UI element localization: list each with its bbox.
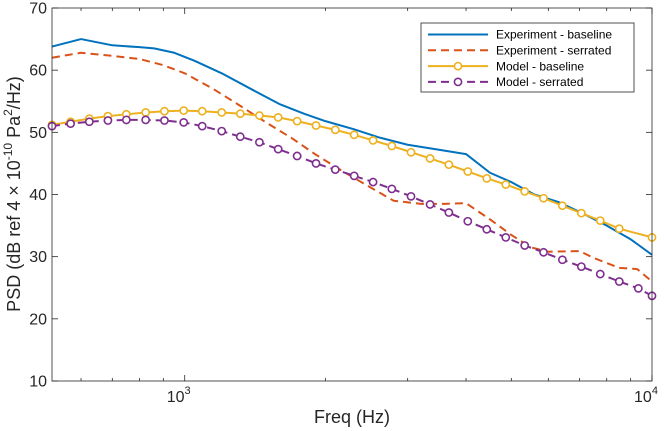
legend-label-2: Experiment - serrated bbox=[496, 44, 611, 58]
y-axis-title-prefix: PSD (dB ref 4 × 10 bbox=[4, 160, 24, 312]
series-4-point-32 bbox=[633, 283, 643, 293]
series-3-point-19 bbox=[387, 141, 397, 151]
ticks-layer: 10 20 30 40 50 60 70 103 104 bbox=[29, 1, 658, 407]
legend-entry-3: Model - baseline bbox=[428, 59, 584, 73]
series-3-point-16 bbox=[330, 125, 340, 135]
series-3-point-17 bbox=[349, 130, 359, 140]
series-3-point-28 bbox=[557, 201, 567, 211]
legend-entry-1: Experiment - baseline bbox=[428, 28, 612, 42]
series-3-point-21 bbox=[425, 154, 435, 163]
series-3-point-13 bbox=[273, 113, 283, 122]
legend-marker-3 bbox=[453, 61, 463, 71]
x-tick-label-1: 103 bbox=[167, 385, 191, 406]
series-3-point-24 bbox=[482, 173, 492, 183]
series-4-point-8 bbox=[179, 117, 189, 127]
series-4-point-21 bbox=[425, 200, 435, 209]
series-3-point-14 bbox=[292, 116, 302, 126]
series-4-point-5 bbox=[121, 115, 131, 125]
series-4-point-31 bbox=[614, 277, 624, 286]
legend-label-1: Experiment - baseline bbox=[496, 28, 612, 42]
x-axis-title: Freq (Hz) bbox=[314, 407, 390, 427]
series-3-point-27 bbox=[539, 193, 548, 203]
series-4-point-7 bbox=[160, 116, 169, 125]
y-tick-label-20: 20 bbox=[29, 311, 47, 328]
series-3-point-26 bbox=[520, 186, 530, 196]
series-4 bbox=[47, 115, 657, 301]
series-3-point-23 bbox=[463, 167, 473, 176]
y-axis-title-suffix: /Hz) bbox=[4, 76, 24, 109]
series-3-point-6 bbox=[141, 108, 151, 117]
series-2-line bbox=[51, 51, 653, 283]
legend-label-4: Model - serrated bbox=[496, 75, 583, 89]
series-4-point-28 bbox=[557, 255, 567, 265]
series-4-point-17 bbox=[349, 171, 359, 181]
y-axis-title-mid: Pa bbox=[4, 115, 24, 143]
series-4-point-22 bbox=[444, 208, 454, 217]
series-4-point-26 bbox=[520, 241, 530, 250]
series-4-point-4 bbox=[103, 116, 113, 125]
series-4-point-11 bbox=[235, 132, 245, 142]
legend-label-3: Model - baseline bbox=[496, 59, 584, 73]
y-tick-label-60: 60 bbox=[29, 63, 47, 80]
series-3-point-25 bbox=[501, 180, 511, 189]
y-tick-label-70: 70 bbox=[29, 1, 47, 18]
series-4-point-27 bbox=[539, 247, 548, 257]
series-3-point-22 bbox=[444, 160, 454, 170]
series-4-point-15 bbox=[311, 159, 321, 168]
series-3-point-20 bbox=[406, 147, 416, 157]
series-4-point-2 bbox=[66, 119, 76, 129]
series-3-point-7 bbox=[160, 106, 169, 116]
series-3-point-15 bbox=[311, 121, 321, 130]
series-4-point-12 bbox=[255, 137, 264, 147]
series-4-point-16 bbox=[330, 165, 340, 175]
x-tick-label-2: 104 bbox=[634, 385, 658, 406]
series-4-point-25 bbox=[501, 232, 511, 242]
series-4-point-13 bbox=[273, 144, 283, 154]
series-4-point-9 bbox=[197, 121, 207, 131]
legend-entry-2: Experiment - serrated bbox=[428, 44, 611, 58]
series-4-point-6 bbox=[141, 115, 151, 125]
y-tick-label-10: 10 bbox=[29, 374, 47, 391]
series-3-point-18 bbox=[368, 136, 378, 145]
legend-entry-4: Model - serrated bbox=[428, 75, 583, 89]
series-1 bbox=[51, 38, 653, 256]
series-4-point-20 bbox=[406, 191, 416, 201]
series-4-point-10 bbox=[217, 126, 227, 136]
series-4-point-30 bbox=[595, 269, 605, 279]
series-1-line bbox=[51, 38, 653, 256]
series-4-point-24 bbox=[482, 224, 492, 234]
y-axis-title-exp2: 2 bbox=[1, 109, 15, 116]
series-3-point-8 bbox=[179, 106, 189, 115]
y-tick-label-40: 40 bbox=[29, 187, 47, 204]
series-4-point-18 bbox=[368, 177, 378, 187]
y-tick-label-30: 30 bbox=[29, 249, 47, 266]
series-4-point-19 bbox=[387, 184, 397, 194]
series-4-point-14 bbox=[292, 151, 302, 161]
y-axis-title-exp1: -10 bbox=[1, 143, 15, 161]
legend: Experiment - baseline Experiment - serrat… bbox=[420, 22, 635, 93]
series-2 bbox=[51, 51, 653, 283]
legend-marker-4 bbox=[453, 77, 463, 87]
series-3-point-29 bbox=[576, 208, 586, 218]
y-tick-label-50: 50 bbox=[29, 125, 47, 142]
y-axis-title: PSD (dB ref 4 × 10-10 Pa2/Hz) bbox=[1, 76, 24, 312]
series-4-point-29 bbox=[576, 262, 586, 272]
series-3-point-31 bbox=[614, 224, 624, 234]
series-layer bbox=[47, 38, 657, 301]
series-3-point-30 bbox=[595, 216, 605, 226]
series-4-point-3 bbox=[84, 117, 94, 127]
series-3-point-10 bbox=[217, 108, 227, 117]
series-3-point-9 bbox=[197, 106, 207, 116]
series-3-point-12 bbox=[255, 111, 264, 120]
series-3-point-11 bbox=[235, 109, 245, 119]
series-4-point-23 bbox=[463, 216, 473, 226]
